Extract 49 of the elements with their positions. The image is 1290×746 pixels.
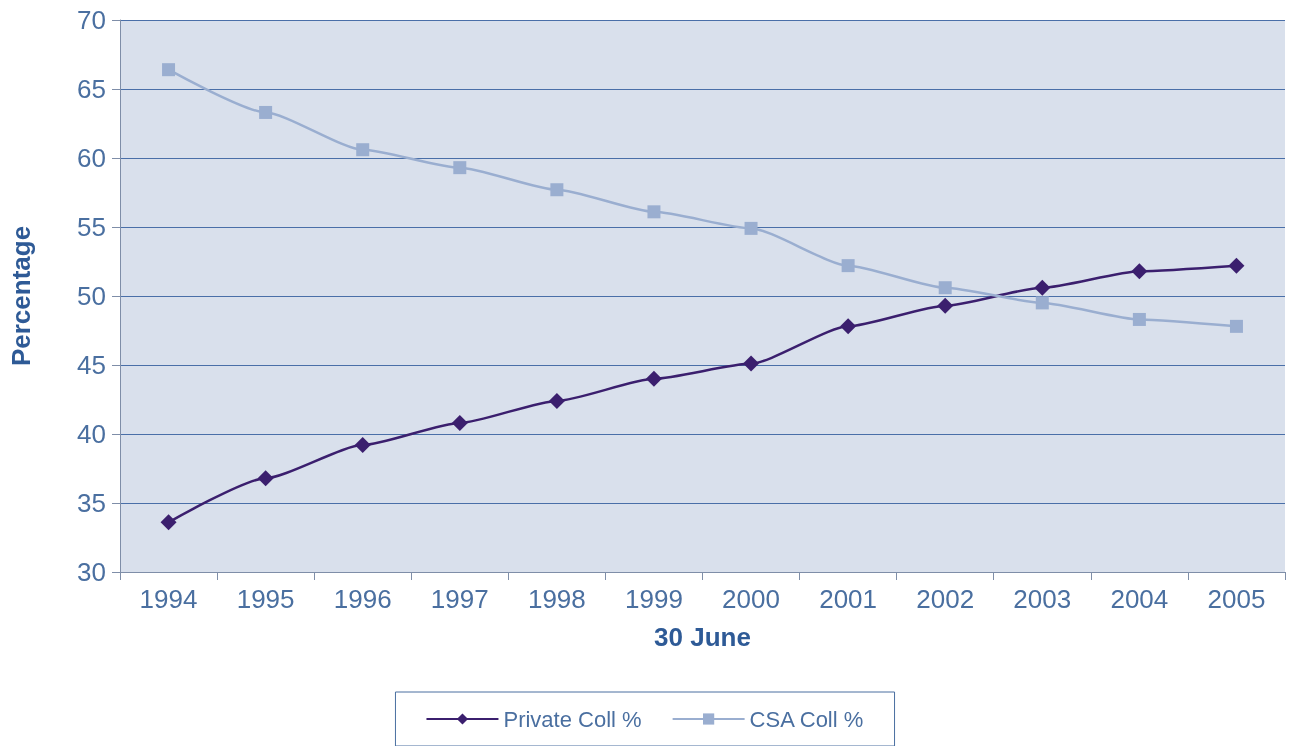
x-tick-label: 2000 bbox=[722, 584, 780, 614]
point bbox=[647, 205, 661, 219]
point bbox=[257, 470, 274, 487]
x-tick-label: 1999 bbox=[625, 584, 683, 614]
x-tick-label: 1996 bbox=[333, 584, 392, 614]
point bbox=[1034, 279, 1051, 296]
y-tick-label: 60 bbox=[77, 143, 106, 173]
x-tick-label: 2003 bbox=[1013, 584, 1072, 614]
y-tick-label: 30 bbox=[77, 557, 106, 587]
legend-label: Private Coll % bbox=[503, 706, 642, 732]
point bbox=[548, 392, 565, 409]
x-tick-label: 1998 bbox=[527, 584, 586, 614]
point bbox=[162, 63, 176, 77]
point bbox=[356, 143, 370, 157]
y-tick-label: 70 bbox=[77, 5, 106, 35]
x-tick-label: 1997 bbox=[430, 584, 489, 614]
point bbox=[259, 105, 273, 119]
point bbox=[645, 370, 662, 387]
point bbox=[1228, 257, 1245, 274]
y-tick-label: 40 bbox=[77, 419, 106, 449]
x-tick-label: 1994 bbox=[139, 584, 198, 614]
y-axis-title: Percentage bbox=[6, 225, 36, 367]
point bbox=[840, 318, 857, 335]
y-tick-label: 55 bbox=[77, 212, 106, 242]
y-tick-label: 35 bbox=[77, 488, 106, 518]
point bbox=[744, 221, 758, 235]
point bbox=[1229, 319, 1243, 333]
point bbox=[1132, 312, 1146, 326]
x-tick-label: 2005 bbox=[1207, 584, 1266, 614]
point bbox=[937, 297, 954, 314]
point bbox=[453, 161, 467, 175]
point bbox=[451, 414, 468, 431]
y-tick-label: 50 bbox=[77, 281, 106, 311]
point bbox=[938, 281, 952, 295]
point bbox=[743, 355, 760, 372]
point bbox=[354, 437, 371, 454]
x-tick-label: 2002 bbox=[916, 584, 975, 614]
y-tick-label: 45 bbox=[77, 350, 106, 380]
y-tick-label: 65 bbox=[77, 74, 106, 104]
point bbox=[841, 259, 855, 273]
x-axis-title: 30 June bbox=[654, 622, 751, 652]
x-tick-label: 2001 bbox=[819, 584, 878, 614]
point bbox=[1035, 296, 1049, 310]
legend-label: CSA Coll % bbox=[749, 706, 864, 732]
point bbox=[1131, 263, 1148, 280]
x-tick-label: 1995 bbox=[236, 584, 295, 614]
x-tick-label: 2004 bbox=[1110, 584, 1169, 614]
point bbox=[160, 514, 177, 531]
point bbox=[550, 183, 564, 197]
